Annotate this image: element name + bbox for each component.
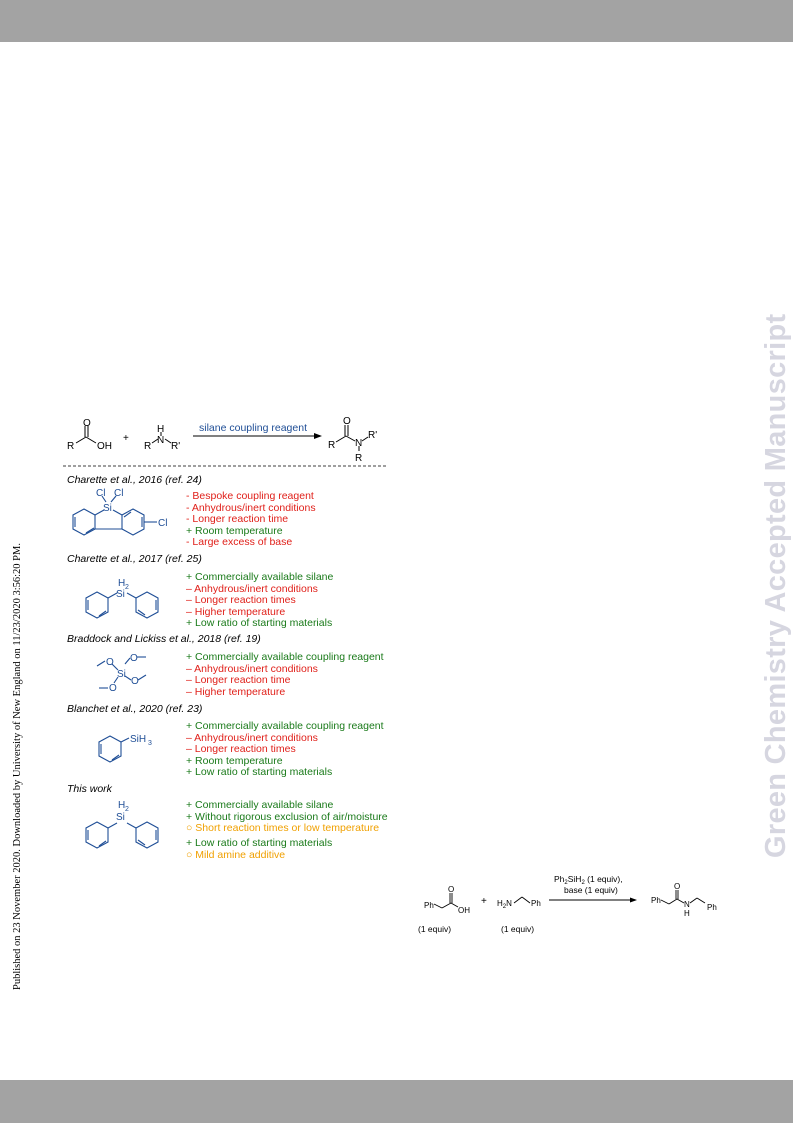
point-3-3: – Longer reaction time bbox=[186, 674, 291, 686]
point-2-1: + Commercially available silane bbox=[186, 571, 334, 583]
phenylsilane-structure bbox=[98, 735, 130, 763]
point-5-5: ○ Mild amine additive bbox=[186, 849, 286, 861]
amide-product-structure bbox=[660, 890, 706, 905]
section-title-4: Blanchet et al., 2020 (ref. 23) bbox=[67, 703, 203, 715]
amide-o: O bbox=[343, 416, 351, 427]
point-4-2: – Anhydrous/inert conditions bbox=[186, 731, 318, 744]
carboxylic-acid-structure bbox=[75, 426, 97, 444]
si-label-2: Si bbox=[116, 589, 125, 600]
amide-r2: R bbox=[355, 453, 362, 464]
h2-label-1: H bbox=[118, 578, 125, 589]
dichlorosilafluorene-structure bbox=[72, 495, 157, 536]
plus-sign-2: + bbox=[481, 896, 487, 907]
point-5-2: + Without rigorous exclusion of air/mois… bbox=[186, 810, 388, 823]
section-title-5: This work bbox=[67, 783, 112, 795]
amide-n: N bbox=[355, 438, 362, 449]
h2n-label: H2N bbox=[497, 899, 512, 910]
point-1-1: - Bespoke coupling reagent bbox=[186, 490, 314, 502]
o-label-2: O bbox=[130, 653, 138, 664]
ph-label-1: Ph bbox=[424, 901, 434, 910]
o-label-3: O bbox=[131, 676, 139, 687]
ph-label-3: Ph bbox=[651, 896, 661, 905]
si-label-1: Si bbox=[103, 503, 112, 514]
equiv-label-1: (1 equiv) bbox=[418, 924, 451, 934]
amine-h: H bbox=[157, 424, 164, 435]
point-1-3: - Longer reaction time bbox=[186, 513, 289, 525]
point-5-1: + Commercially available silane bbox=[186, 799, 334, 811]
point-2-5: + Low ratio of starting materials bbox=[186, 617, 333, 629]
amide-structure bbox=[335, 425, 369, 451]
point-2-4: – Higher temperature bbox=[186, 605, 286, 618]
phenylacetic-acid-structure bbox=[433, 893, 459, 909]
cl-label-1: Cl bbox=[96, 488, 105, 499]
point-1-4: + Room temperature bbox=[186, 524, 283, 537]
acid-oh: OH bbox=[97, 441, 112, 452]
si-label-4: Si bbox=[116, 812, 125, 823]
point-1-5: - Large excess of base bbox=[186, 536, 293, 548]
cl-label-2: Cl bbox=[114, 488, 123, 499]
point-1-2: - Anhydrous/inert conditions bbox=[186, 501, 316, 514]
cl-label-3: Cl bbox=[158, 518, 167, 529]
section-title-1: Charette et al., 2016 (ref. 24) bbox=[67, 474, 202, 486]
sih3-label: SiH bbox=[130, 734, 146, 745]
amine-rp: R' bbox=[171, 441, 180, 452]
point-4-3: – Longer reaction times bbox=[186, 743, 296, 755]
point-4-1: + Commercially available coupling reagen… bbox=[186, 720, 384, 732]
point-2-3: – Longer reaction times bbox=[186, 594, 296, 606]
tetramethoxysilane-structure bbox=[96, 656, 147, 689]
ph-label-4: Ph bbox=[707, 903, 717, 912]
h2-label-2: H bbox=[118, 800, 125, 811]
amine-structure bbox=[151, 432, 172, 444]
o-label-6: O bbox=[674, 882, 680, 891]
arrow-label: silane coupling reagent bbox=[199, 422, 307, 434]
amide-rp: R' bbox=[368, 430, 377, 441]
condition-line-1: Ph2SiH2 (1 equiv), bbox=[554, 874, 623, 886]
acid-o: O bbox=[83, 418, 91, 429]
section-title-2: Charette et al., 2017 (ref. 25) bbox=[67, 553, 202, 565]
amine-n: N bbox=[157, 435, 164, 446]
amide-r: R bbox=[328, 440, 335, 451]
o-label-1: O bbox=[106, 657, 114, 668]
bottom-bar bbox=[0, 1080, 793, 1123]
ph-label-2: Ph bbox=[531, 899, 541, 908]
point-5-4: + Low ratio of starting materials bbox=[186, 837, 333, 849]
condition-line-2: base (1 equiv) bbox=[564, 885, 618, 895]
point-4-4: + Room temperature bbox=[186, 754, 283, 767]
h-label-2: H bbox=[684, 909, 690, 918]
o-label-4: O bbox=[109, 683, 117, 694]
n-label-2: N bbox=[684, 900, 690, 909]
o-label-5: O bbox=[448, 885, 454, 894]
svg-text:2: 2 bbox=[125, 806, 129, 813]
point-3-4: – Higher temperature bbox=[186, 685, 286, 698]
diphenylsilane-structure-1 bbox=[85, 591, 159, 619]
plus-sign: + bbox=[123, 433, 129, 444]
equiv-label-2: (1 equiv) bbox=[501, 924, 534, 934]
svg-text:3: 3 bbox=[148, 740, 152, 747]
benzylamine-structure bbox=[513, 896, 531, 904]
amine-r: R bbox=[144, 441, 151, 452]
point-5-3: ○ Short reaction times or low temperatur… bbox=[186, 822, 380, 834]
section-title-3: Braddock and Lickiss et al., 2018 (ref. … bbox=[67, 633, 261, 645]
svg-text:2: 2 bbox=[125, 584, 129, 591]
point-4-5: + Low ratio of starting materials bbox=[186, 766, 333, 778]
top-bar bbox=[0, 0, 793, 42]
si-label-3: Si bbox=[117, 669, 126, 680]
diphenylsilane-structure-2 bbox=[85, 821, 159, 849]
point-2-2: – Anhydrous/inert conditions bbox=[186, 582, 318, 595]
acid-r: R bbox=[67, 441, 74, 452]
point-3-1: + Commercially available coupling reagen… bbox=[186, 651, 384, 663]
point-3-2: – Anhydrous/inert conditions bbox=[186, 662, 318, 675]
oh-label-2: OH bbox=[458, 906, 470, 915]
